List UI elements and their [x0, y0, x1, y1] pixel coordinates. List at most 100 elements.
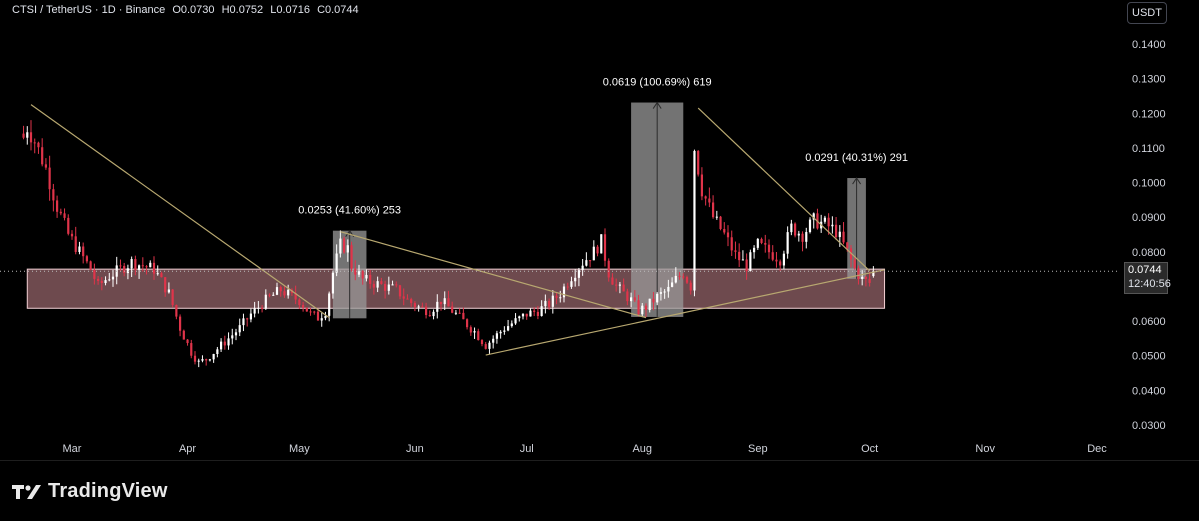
trendline: [485, 269, 885, 356]
candle-body: [156, 273, 159, 275]
candle-body: [652, 298, 655, 303]
candle-body: [842, 231, 845, 243]
candle-body: [137, 265, 141, 270]
candle-body: [354, 268, 357, 275]
candle-body: [339, 238, 342, 254]
candle-body: [596, 246, 599, 254]
candle-body: [547, 300, 551, 307]
candle-body: [864, 276, 868, 279]
candle-body: [704, 196, 707, 199]
candle-body: [119, 265, 122, 267]
candle-body: [279, 287, 282, 292]
candle-body: [287, 289, 290, 296]
candle-body: [562, 286, 566, 298]
candle-body: [711, 202, 715, 218]
candle-body: [361, 271, 364, 279]
candle-body: [738, 251, 741, 261]
ohlc-high: H0.0752: [221, 4, 264, 16]
tradingview-logo[interactable]: TradingView: [12, 480, 168, 503]
candle-body: [234, 332, 238, 336]
candle-body: [305, 307, 308, 312]
candle-body: [242, 318, 245, 326]
candle-body: [178, 316, 182, 331]
candle-body: [827, 217, 830, 227]
candle-body: [551, 295, 554, 307]
candle-body: [346, 245, 349, 253]
candle-body: [85, 256, 89, 262]
candle-body: [503, 330, 506, 332]
candle-body: [592, 246, 595, 261]
candle-body: [723, 228, 726, 233]
price-chart[interactable]: 0.0253 (41.60%) 253 0.0619 (100.69%) 619 0…: [0, 0, 1199, 460]
candle-body: [622, 284, 625, 292]
currency-unit-button[interactable]: USDT: [1127, 2, 1167, 24]
candle-body: [670, 282, 674, 287]
tradingview-icon: [12, 484, 41, 499]
candle-body: [350, 245, 353, 269]
candle-body: [693, 150, 696, 291]
candle-body: [272, 294, 275, 296]
candle-body: [536, 311, 540, 316]
candle-body: [637, 300, 640, 315]
candle-body: [380, 281, 383, 284]
candle-body: [257, 307, 260, 309]
x-tick-label: Apr: [179, 443, 196, 455]
candle-body: [424, 306, 428, 316]
candle-body: [167, 289, 171, 293]
candle-body: [700, 174, 704, 197]
candle-body: [212, 353, 215, 360]
candle-body: [808, 219, 812, 233]
candle-body: [506, 326, 510, 331]
candle-body: [540, 306, 543, 316]
candle-body: [585, 260, 588, 266]
candle-body: [219, 341, 223, 350]
candle-body: [22, 133, 25, 138]
candle-body: [238, 325, 241, 333]
candle-body: [89, 261, 92, 270]
candle-body: [413, 303, 417, 308]
candle-body: [805, 232, 808, 242]
y-tick-label: 0.0600: [1132, 316, 1166, 328]
candle-body: [574, 277, 577, 282]
candle-body: [615, 284, 618, 286]
candle-body: [499, 331, 502, 334]
candle-body: [160, 273, 163, 278]
candle-body: [629, 297, 633, 302]
candle-body: [59, 211, 62, 214]
candle-body: [48, 167, 51, 190]
candle-body: [659, 292, 663, 294]
candle-body: [771, 252, 774, 260]
symbol-title: CTSI / TetherUS · 1D · Binance: [12, 4, 166, 16]
candle-body: [436, 301, 439, 312]
candle-body: [246, 318, 249, 320]
candle-body: [331, 272, 335, 294]
measure-label: 0.0253 (41.60%) 253: [298, 205, 401, 217]
candle-body: [831, 224, 834, 227]
y-tick-label: 0.0500: [1132, 351, 1166, 363]
ohlc-low: L0.0716: [270, 4, 310, 16]
candle-body: [298, 299, 301, 306]
candle-body: [626, 291, 629, 302]
candle-body: [309, 311, 312, 313]
candle-body: [152, 262, 156, 274]
chart-canvas[interactable]: 0.0253 (41.60%) 253 0.0619 (100.69%) 619 0…: [0, 0, 1199, 460]
candle-body: [495, 333, 499, 339]
candle-body: [741, 259, 745, 261]
x-tick-label: May: [289, 443, 310, 455]
candle-body: [764, 242, 767, 245]
candle-body: [104, 280, 107, 284]
candle-body: [41, 147, 44, 165]
candle-body: [205, 359, 208, 361]
candle-body: [674, 275, 677, 283]
candle-body: [372, 283, 376, 288]
candle-body: [521, 313, 525, 317]
candle-body: [26, 132, 29, 138]
candle-body: [760, 238, 763, 243]
candle-body: [838, 231, 841, 238]
candle-body: [402, 296, 405, 299]
candle-body: [451, 306, 454, 313]
candle-body: [488, 342, 491, 349]
candle-body: [283, 291, 286, 296]
candle-body: [369, 274, 372, 284]
trendline: [340, 231, 647, 319]
